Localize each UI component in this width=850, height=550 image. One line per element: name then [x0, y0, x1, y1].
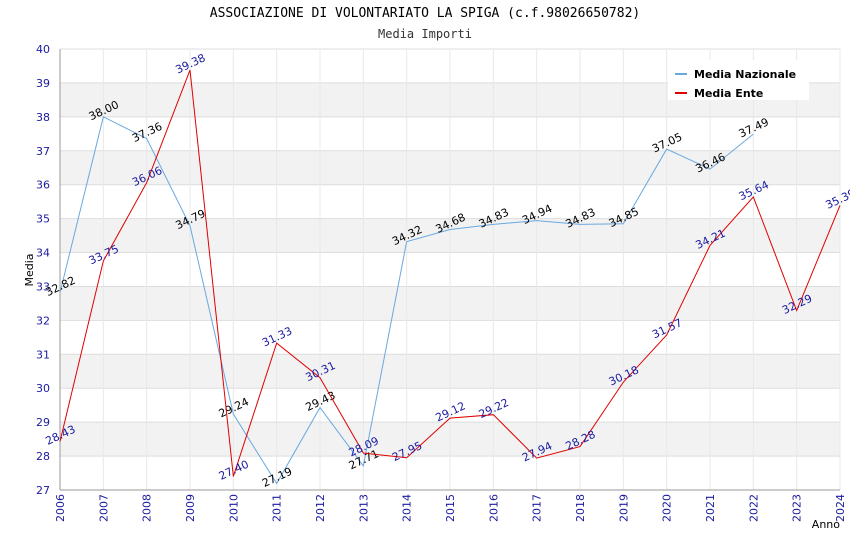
- y-tick-label: 38: [36, 111, 50, 124]
- x-tick-label: 2009: [184, 494, 197, 522]
- y-tick-label: 31: [36, 348, 50, 361]
- x-tick-label: 2022: [747, 494, 760, 522]
- x-tick-label: 2006: [54, 494, 67, 522]
- x-tick-label: 2020: [661, 494, 674, 522]
- x-tick-label: 2010: [227, 494, 240, 522]
- y-tick-label: 30: [36, 382, 50, 395]
- x-tick-label: 2021: [704, 494, 717, 522]
- y-tick-label: 34: [36, 247, 50, 260]
- y-tick-label: 40: [36, 43, 50, 56]
- x-tick-label: 2017: [531, 494, 544, 522]
- y-axis-title: Media: [23, 253, 36, 286]
- data-label: 31.33: [260, 324, 294, 349]
- data-label: 27.19: [260, 465, 294, 490]
- y-tick-label: 27: [36, 484, 50, 497]
- data-label: 37.36: [130, 120, 164, 145]
- y-tick-label: 32: [36, 314, 50, 327]
- y-tick-label: 37: [36, 145, 50, 158]
- data-label: 29.24: [217, 395, 251, 420]
- y-tick-label: 33: [36, 280, 50, 293]
- x-tick-label: 2019: [617, 494, 630, 522]
- x-tick-label: 2016: [487, 494, 500, 522]
- y-tick-label: 35: [36, 213, 50, 226]
- legend-label: Media Nazionale: [694, 68, 796, 81]
- y-tick-label: 29: [36, 416, 50, 429]
- series-line-media-nazionale: [59, 116, 754, 485]
- data-label: 29.43: [303, 389, 337, 414]
- data-label: 35.39: [823, 187, 850, 212]
- data-label: 29.12: [433, 399, 467, 424]
- chart-subtitle: Media Importi: [378, 27, 472, 41]
- x-tick-label: 2007: [97, 494, 110, 522]
- legend: Media Nazionale Media Ente: [668, 60, 809, 100]
- x-tick-label: 2012: [314, 494, 327, 522]
- x-axis-title: Anno: [812, 518, 840, 531]
- data-label: 29.22: [477, 396, 511, 421]
- chart-title: ASSOCIAZIONE DI VOLONTARIATO LA SPIGA (c…: [209, 6, 641, 21]
- x-tick-label: 2008: [141, 494, 154, 522]
- x-tick-label: 2014: [401, 494, 414, 522]
- legend-label: Media Ente: [694, 87, 763, 100]
- y-tick-label: 39: [36, 77, 50, 90]
- data-label: 37.49: [737, 115, 771, 140]
- x-tick-label: 2023: [791, 494, 804, 522]
- series-line-media-ente: [59, 69, 841, 477]
- data-label: 27.40: [217, 458, 251, 483]
- x-tick-label: 2011: [271, 494, 284, 522]
- x-tick-label: 2018: [574, 494, 587, 522]
- x-tick-label: 2024: [834, 494, 847, 522]
- x-tick-label: 2013: [357, 494, 370, 522]
- y-tick-label: 36: [36, 179, 50, 192]
- y-tick-label: 28: [36, 450, 50, 463]
- x-tick-label: 2015: [444, 494, 457, 522]
- legend-box: [668, 60, 809, 100]
